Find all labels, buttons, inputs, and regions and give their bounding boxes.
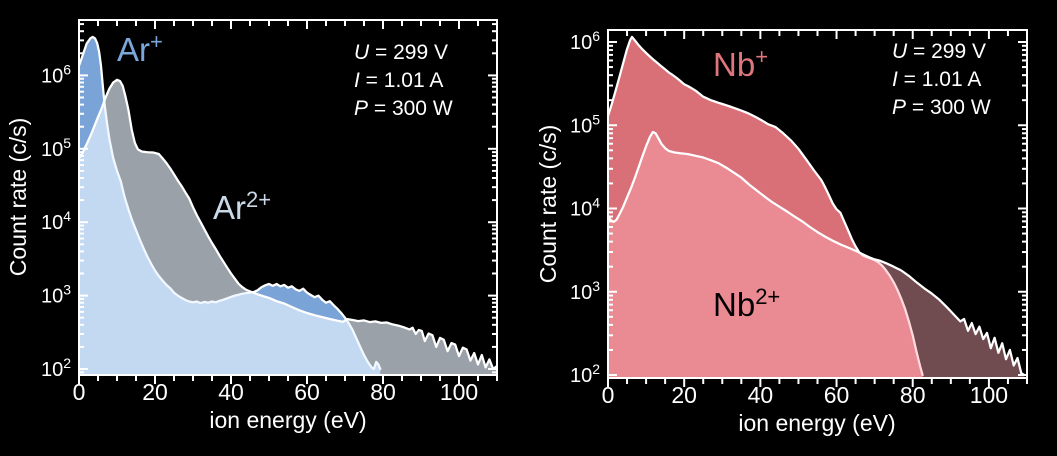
series-area-Ar2+: [79, 79, 497, 375]
annotation-line: P = 300 W: [354, 97, 453, 120]
y-tick-labels-right: 102 103 104 105 106: [570, 28, 600, 387]
x-tick-label: 0: [602, 382, 615, 408]
annotation-right: U = 299 V I = 1.01 A P = 300 W: [892, 40, 991, 119]
plot-area-left: [79, 35, 497, 375]
y-axis-title-left: Count rate (c/s): [5, 118, 31, 277]
x-tick-label: 60: [294, 379, 320, 405]
x-tick-label: 80: [370, 379, 396, 405]
series-label-Nb2+: Nb2+: [713, 284, 780, 323]
annotation-line: P = 300 W: [892, 96, 991, 119]
x-axis-title-left: ion energy (eV): [209, 407, 366, 433]
panel-left: 0 20 40 60 80 100 102 103 104 105 106 ion energy (e…: [5, 19, 498, 433]
x-tick-label: 60: [824, 382, 850, 408]
series-label-Ar2+: Ar2+: [213, 187, 271, 226]
y-tick-label: 103: [41, 282, 71, 308]
y-axis-title-right: Count rate (c/s): [535, 125, 561, 284]
y-tick-label: 106: [41, 61, 71, 87]
series-outline-Nb2+: [608, 130, 1026, 377]
axis-ticks-right: [607, 30, 1028, 387]
y-tick-label: 105: [41, 135, 71, 161]
annotation-line: I = 1.01 A: [354, 69, 443, 92]
x-tick-label: 40: [748, 382, 774, 408]
x-tick-labels-right: 0 20 40 60 80 100: [602, 382, 1008, 408]
annotation-line: I = 1.01 A: [892, 68, 981, 91]
x-tick-labels-left: 0 20 40 60 80 100: [73, 379, 479, 405]
series-area-Nb+: [608, 36, 923, 378]
y-tick-label: 104: [570, 195, 600, 221]
y-tick-label: 102: [570, 361, 600, 387]
annotation-line: U = 299 V: [354, 41, 448, 64]
x-tick-label: 100: [440, 379, 478, 405]
y-tick-label: 104: [41, 208, 71, 234]
x-axis-title-right: ion energy (eV): [738, 410, 895, 436]
annotation-line: U = 299 V: [892, 40, 986, 63]
y-tick-label: 103: [570, 278, 600, 304]
series-outline-Ar2+: [79, 78, 497, 371]
x-tick-label: 40: [218, 379, 244, 405]
y-tick-label: 106: [570, 28, 600, 54]
x-tick-label: 0: [73, 379, 86, 405]
x-tick-label: 80: [900, 382, 926, 408]
series-label-Nb+: Nb+: [713, 44, 768, 83]
panel-right: 0 20 40 60 80 100 102 103 104 105 106 ion energy (e…: [535, 28, 1028, 436]
y-tick-label: 105: [570, 111, 600, 137]
y-tick-labels-left: 102 103 104 105 106: [41, 61, 71, 381]
series-label-Ar+: Ar+: [117, 29, 163, 68]
axis-ticks-left: [78, 20, 498, 384]
y-tick-label: 102: [41, 355, 71, 381]
plot-area-right: [608, 35, 1026, 378]
x-tick-label: 20: [671, 382, 697, 408]
x-tick-label: 20: [142, 379, 168, 405]
annotation-left: U = 299 V I = 1.01 A P = 300 W: [354, 41, 453, 120]
series-area-Nb2+: [608, 132, 1025, 378]
x-tick-label: 100: [970, 382, 1008, 408]
